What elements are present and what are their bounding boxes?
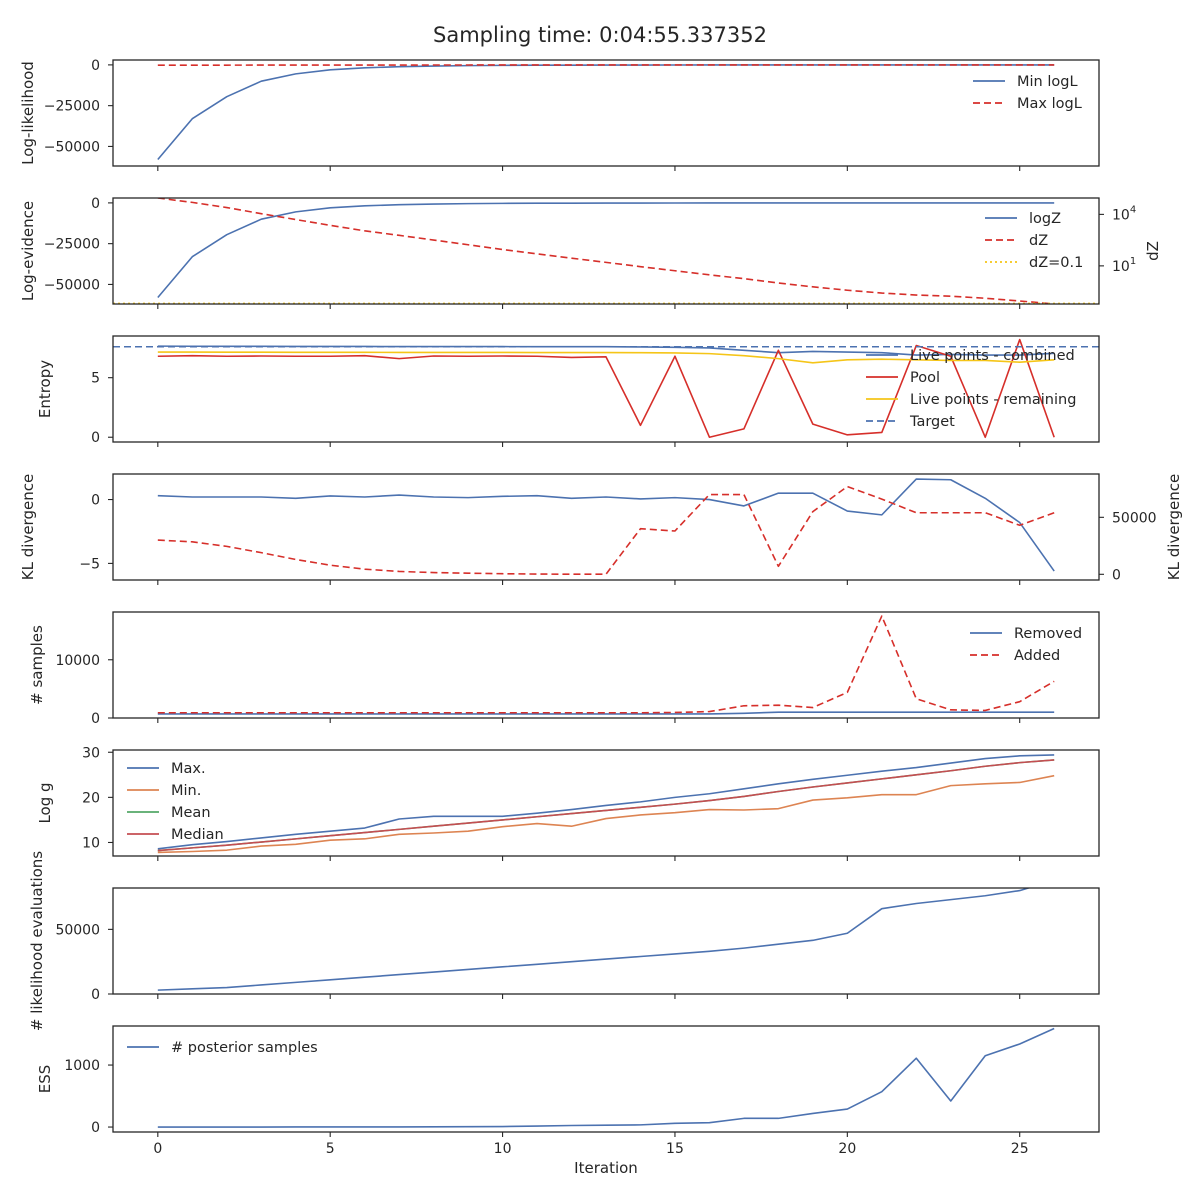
legend-label: Min. [171,783,201,799]
y-axis-label: # likelihood evaluations [28,851,46,1031]
y-tick-label: 10000 [55,653,100,669]
y-axis-label: ESS [36,1065,54,1094]
y-tick-label: 1000 [64,1058,100,1074]
legend-label: Max. [171,761,206,777]
y-tick-label: 30 [82,745,100,761]
series-added-line [158,616,1054,713]
y2-tick-label: 101 [1112,256,1136,275]
x-axis-label: Iteration [574,1159,638,1177]
y-tick-label: −25000 [44,99,100,115]
legend-label: Max logL [1017,96,1082,112]
panel-ess: 1000 0 0 5 10 15 20 25 ESS Iteration # posterior s… [36,1026,1099,1177]
x-tick-label: 10 [494,1141,512,1157]
y-axis-label: Log-evidence [19,201,37,301]
x-tick-label: 0 [153,1141,162,1157]
figure-title: Sampling time: 0:04:55.337352 [433,23,767,47]
legend-label: Live points - remaining [910,392,1076,408]
legend-samples: Removed Added [970,626,1082,664]
legend-loglike: Min logL Max logL [973,74,1082,112]
y-axis-label: KL divergence [19,474,37,580]
x-tick-label: 20 [838,1141,856,1157]
y-tick-label: 0 [91,987,100,1003]
legend-label: Pool [910,370,940,386]
x-tick-label: 5 [326,1141,335,1157]
y-tick-label: 0 [91,58,100,74]
y-axis-label: Entropy [36,360,54,418]
y-tick-label: 50000 [55,922,100,938]
y2-axis-label: KL divergence [1165,474,1183,580]
y-tick-label: −25000 [44,237,100,253]
legend-label: Median [171,827,224,843]
y2-tick-label: 50000 [1112,510,1157,526]
legend-label: logZ [1029,211,1061,227]
series-kl-0-line [158,479,1054,571]
y-tick-label: 0 [91,430,100,446]
y-tick-label: 0 [91,493,100,509]
panel-logg: 30 20 10 Log g Max. Min. Mean Median [36,745,1099,861]
y-tick-label: −50000 [44,139,100,155]
legend-label: dZ=0.1 [1029,255,1083,271]
legend-label: Live points - combined [910,348,1075,364]
y-tick-label: 5 [91,371,100,387]
y-tick-label: 0 [91,711,100,727]
legend-label: Min logL [1017,74,1078,90]
panel-kl: 0 −5 0 50000 KL divergence KL divergence [19,474,1183,585]
axes-frame [113,60,1099,166]
legend-label: # posterior samples [171,1040,318,1056]
series-dz-line [158,198,1054,304]
y-tick-label: −50000 [44,277,100,293]
x-tick-label: 15 [666,1141,684,1157]
y2-tick-label: 104 [1112,204,1136,223]
series-min-line [158,776,1054,853]
y-axis-label: Log-likelihood [19,61,37,165]
panel-loglike: 0 −25000 −50000 Log-likelihood Min logL Max l… [19,58,1099,171]
y-tick-label: 0 [91,1120,100,1136]
axes-frame [113,750,1099,856]
y-tick-label: 20 [82,790,100,806]
panel-logevidence: 0 −25000 −50000 101 104 Log-evidence dZ logZ dZ d… [19,196,1162,309]
legend-logevidence: logZ dZ dZ=0.1 [985,211,1083,271]
series-logz-line [158,203,1054,298]
y2-axis-label: dZ [1144,241,1162,261]
legend-ess: # posterior samples [127,1040,318,1056]
axes-frame [113,474,1099,580]
panel-samples: 10000 0 # samples Removed Added [28,612,1099,727]
series-kl-1-line [158,487,1054,575]
y-axis-label: Log g [36,782,54,823]
y-axis-label: # samples [28,625,46,705]
legend-label: dZ [1029,233,1048,249]
legend-label: Removed [1014,626,1082,642]
series-max-line [158,755,1054,849]
x-tick-label: 25 [1011,1141,1029,1157]
axes-frame [113,612,1099,718]
axes-frame [113,888,1099,994]
legend-entropy: Live points - combined Pool Live points - … [866,348,1076,430]
legend-label: Mean [171,805,211,821]
y-tick-label: 0 [91,196,100,212]
legend-label: Added [1014,648,1060,664]
legend-logg: Max. Min. Mean Median [127,761,224,843]
y-tick-label: 10 [82,835,100,851]
y-tick-label: −5 [79,556,100,572]
series-likeeval-0-line [158,880,1054,990]
series-min-logl-line [158,65,1054,160]
y2-tick-label: 0 [1112,567,1121,583]
panel-likeeval: 50000 0 # likelihood evaluations [28,851,1099,1031]
legend-label: Target [909,414,955,430]
